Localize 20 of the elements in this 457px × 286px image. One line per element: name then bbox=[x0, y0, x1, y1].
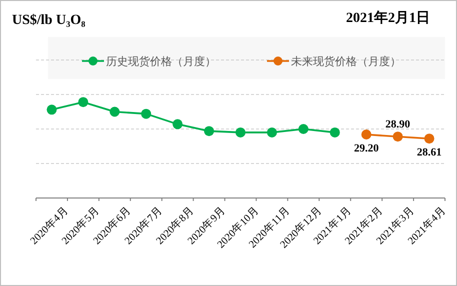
chart-subtitle: 2021年2月1日 bbox=[346, 10, 430, 26]
point bbox=[204, 126, 214, 136]
chart-title: US$/lb U₃O₈ bbox=[12, 13, 86, 28]
point bbox=[172, 119, 183, 130]
point bbox=[110, 106, 120, 117]
data-label: 28.61 bbox=[416, 146, 442, 159]
point bbox=[424, 134, 434, 144]
data-label: 29.20 bbox=[354, 142, 380, 155]
point bbox=[236, 127, 246, 138]
point bbox=[361, 130, 372, 140]
point bbox=[392, 132, 403, 142]
legend-label: 未来现货价格（月度） bbox=[291, 55, 401, 68]
point bbox=[141, 108, 152, 119]
point bbox=[298, 124, 308, 134]
data-label: 28.90 bbox=[385, 118, 411, 131]
point bbox=[46, 104, 57, 115]
point bbox=[330, 127, 340, 138]
point bbox=[78, 97, 88, 108]
legend-label: 历史现货价格（月度） bbox=[106, 55, 216, 68]
point bbox=[266, 127, 277, 138]
